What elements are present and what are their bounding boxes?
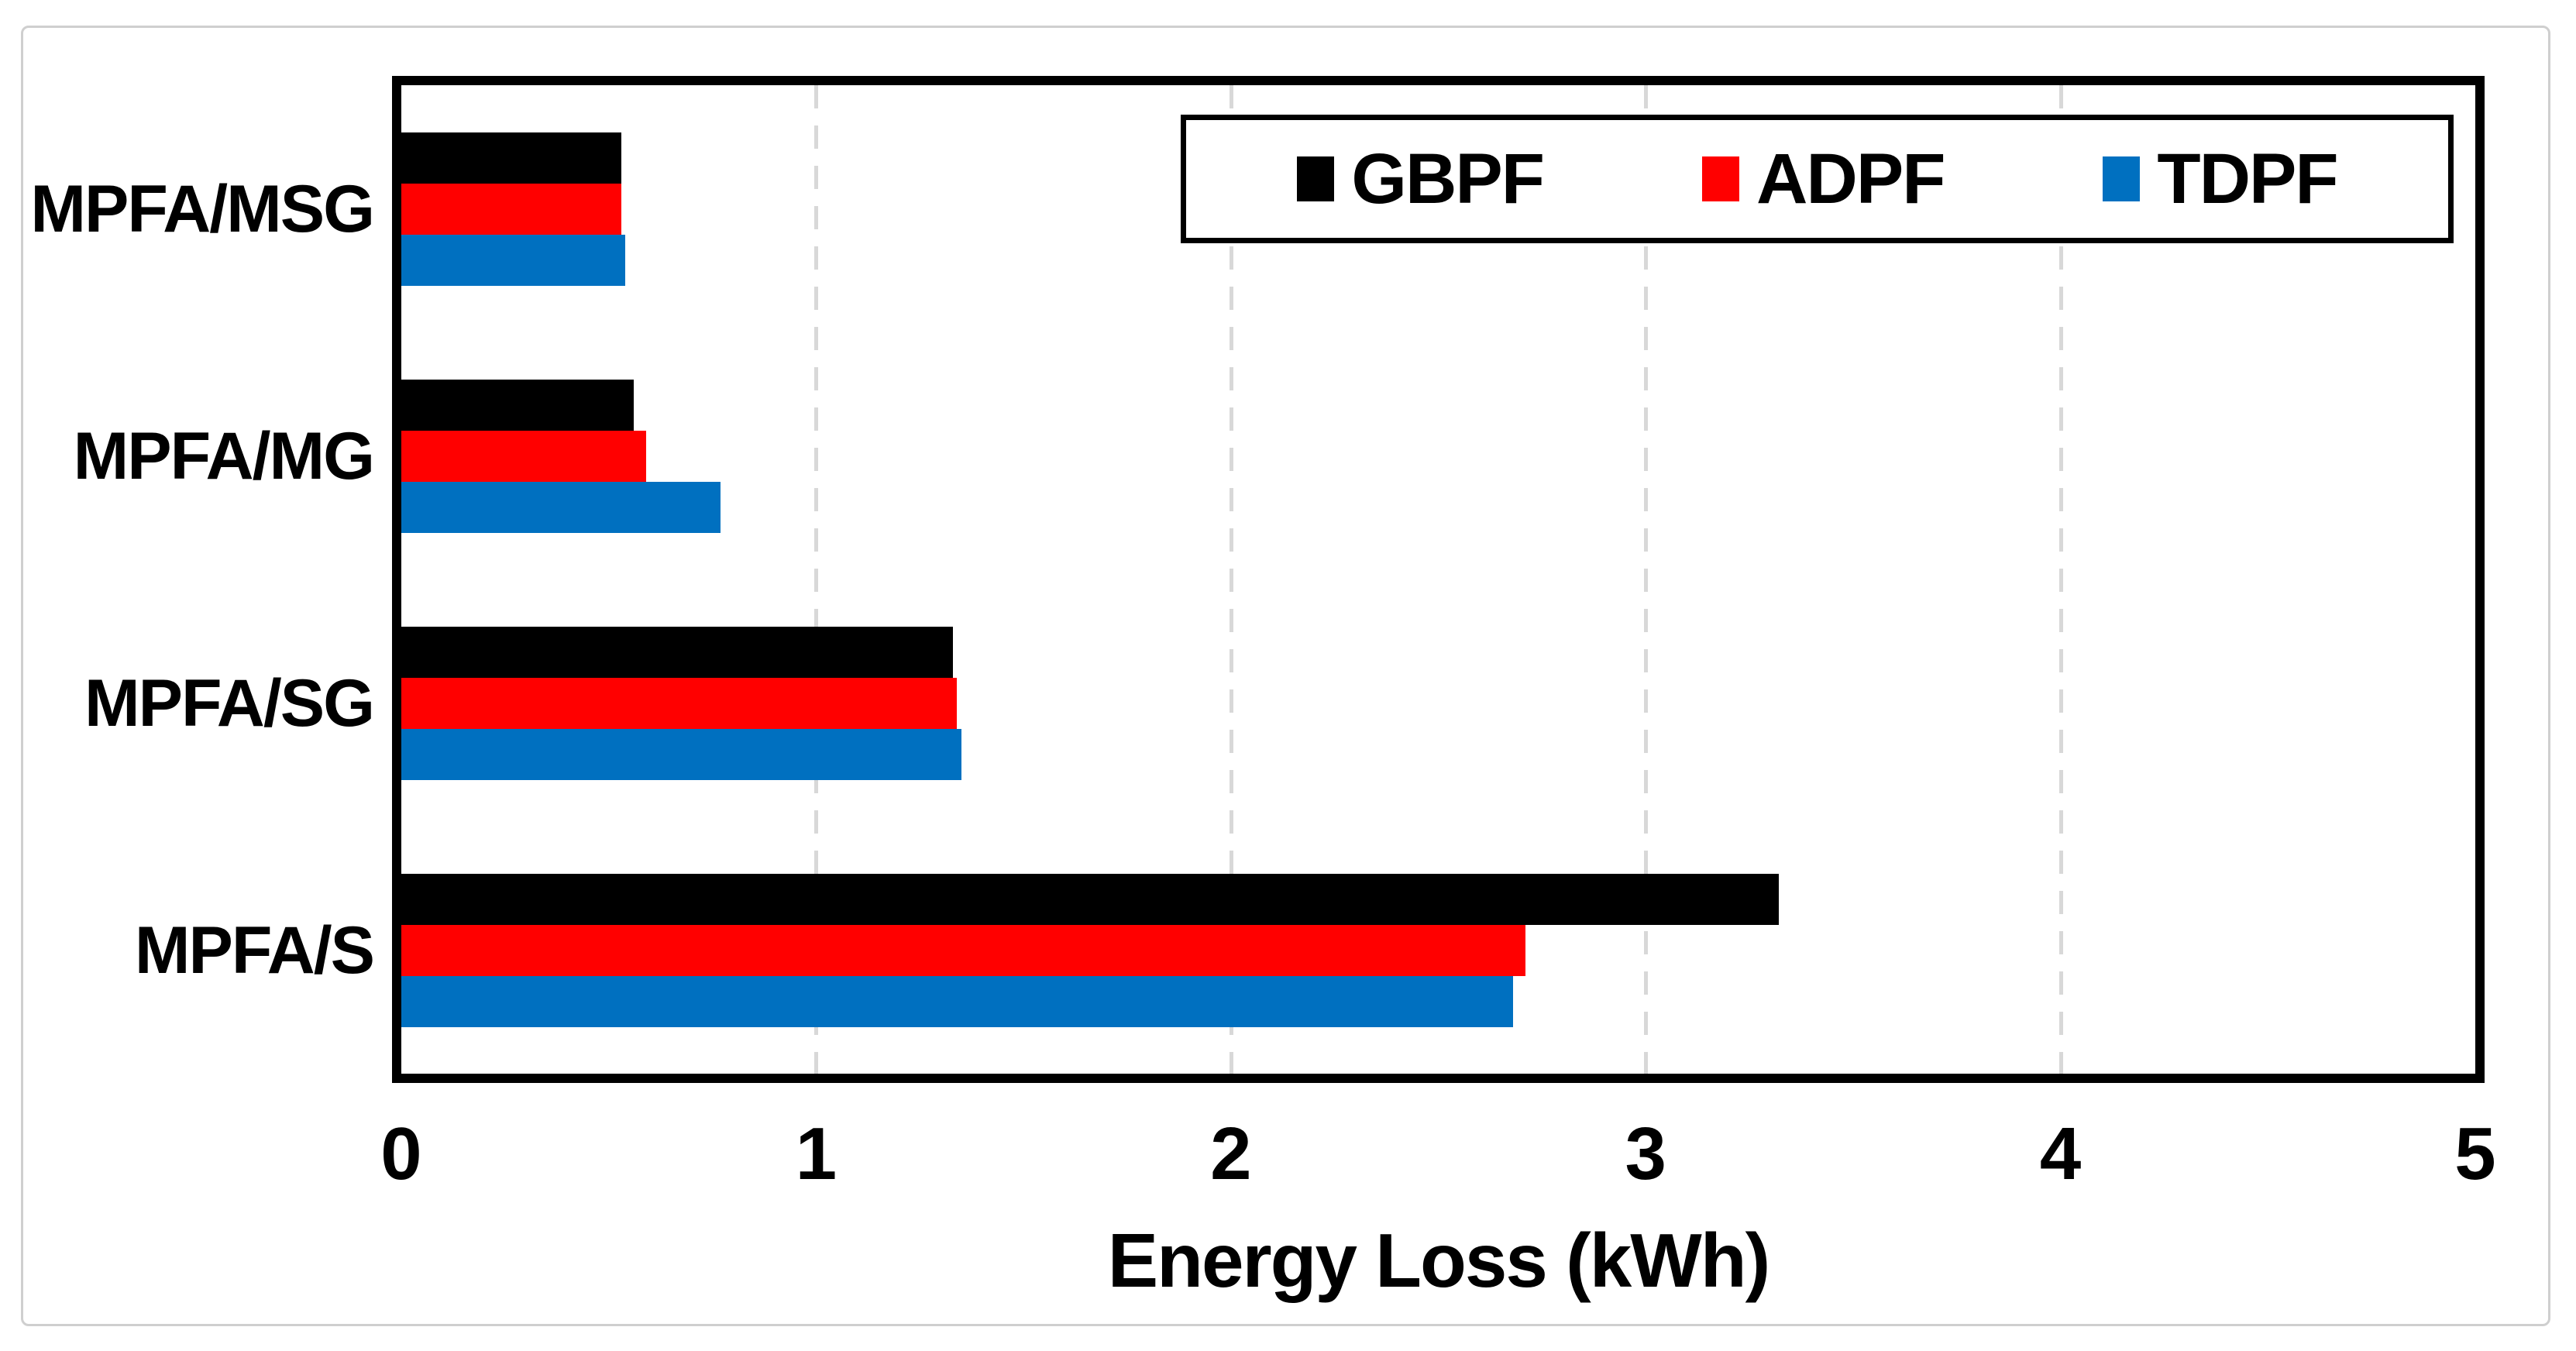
- bar-tdpf-mpfa-s: [401, 975, 1513, 1027]
- x-tick-label-5: 5: [2454, 1112, 2496, 1195]
- bar-group-MPFA/MSG: [401, 85, 2475, 332]
- category-label-mpfa-sg: MPFA/SG: [84, 665, 375, 741]
- bar-stack: [401, 132, 2475, 286]
- bar-group-MPFA/MG: [401, 332, 2475, 579]
- legend-label-adpf: ADPF: [1756, 139, 1945, 218]
- bar-gbpf-mpfa-s: [401, 873, 1779, 925]
- bar-group-MPFA/SG: [401, 579, 2475, 827]
- bar-tdpf-mpfa-msg: [401, 234, 626, 286]
- legend-label-gbpf: GBPF: [1351, 139, 1545, 218]
- bar-stack: [401, 379, 2475, 533]
- bar-adpf-mpfa-sg: [401, 677, 958, 729]
- bar-stack: [401, 873, 2475, 1027]
- legend-item-gbpf: GBPF: [1297, 139, 1545, 218]
- legend-swatch-gbpf: [1297, 156, 1335, 201]
- bar-stack: [401, 626, 2475, 780]
- legend-swatch-tdpf: [2103, 156, 2141, 201]
- legend-item-adpf: ADPF: [1701, 139, 1945, 218]
- bar-tdpf-mpfa-mg: [401, 481, 721, 533]
- x-tick-label-3: 3: [1625, 1112, 1666, 1195]
- bar-gbpf-mpfa-mg: [401, 379, 634, 431]
- x-tick-label-2: 2: [1210, 1112, 1252, 1195]
- bar-adpf-mpfa-mg: [401, 430, 646, 482]
- legend-item-tdpf: TDPF: [2103, 139, 2339, 218]
- x-axis-ticks: 0 1 2 3 4 5: [380, 1112, 2495, 1195]
- category-label-mpfa-s: MPFA/S: [134, 913, 375, 988]
- bar-gbpf-mpfa-sg: [401, 626, 954, 678]
- bar-group-MPFA/S: [401, 827, 2475, 1074]
- legend: GBPF ADPF TDPF: [1181, 115, 2454, 243]
- gridline-x2: [1229, 85, 1233, 1074]
- bar-adpf-mpfa-s: [401, 924, 1525, 976]
- bar-gbpf-mpfa-msg: [401, 132, 621, 184]
- legend-label-tdpf: TDPF: [2157, 139, 2338, 218]
- bar-adpf-mpfa-msg: [401, 183, 621, 235]
- gridline-x1: [814, 85, 819, 1074]
- category-axis-labels: MPFA/MSG MPFA/MG MPFA/SG MPFA/S: [0, 0, 375, 1351]
- plot: GBPF ADPF TDPF: [392, 76, 2485, 1083]
- x-tick-label-0: 0: [380, 1112, 422, 1195]
- gridline-x3: [1644, 85, 1649, 1074]
- x-axis-title: Energy Loss (kWh): [1107, 1218, 1771, 1303]
- x-tick-label-1: 1: [795, 1112, 837, 1195]
- legend-swatch-adpf: [1701, 156, 1739, 201]
- category-label-mpfa-msg: MPFA/MSG: [30, 171, 375, 246]
- bar-tdpf-mpfa-sg: [401, 728, 961, 780]
- gridline-x4: [2058, 85, 2063, 1074]
- category-label-mpfa-mg: MPFA/MG: [73, 418, 375, 493]
- plot-area: [401, 85, 2475, 1074]
- x-tick-label-4: 4: [2039, 1112, 2082, 1195]
